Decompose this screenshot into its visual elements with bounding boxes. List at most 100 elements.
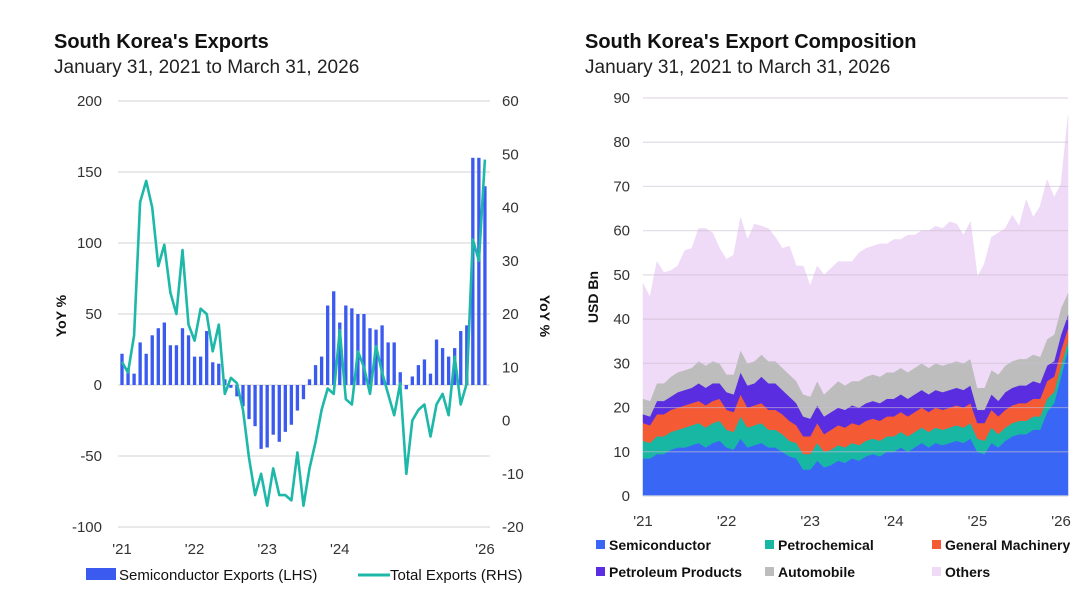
bar-semiconductor <box>380 325 384 385</box>
bar-semiconductor <box>410 376 415 385</box>
x-tick: '24 <box>330 541 350 558</box>
y-tick: 50 <box>613 267 630 284</box>
x-tick: '22 <box>185 541 205 558</box>
bar-semiconductor <box>144 353 148 385</box>
left-chart-subtitle: January 31, 2021 to March 31, 2026 <box>54 57 360 78</box>
bar-semiconductor <box>132 373 136 385</box>
legend-swatch-others <box>932 567 941 576</box>
bar-semiconductor <box>471 157 475 385</box>
y-tick: 10 <box>613 444 630 461</box>
y-axis-label: USD Bn <box>585 271 601 323</box>
y-tick: 40 <box>613 311 630 328</box>
legend-swatch-petroleum-products <box>596 567 605 576</box>
bar-semiconductor <box>168 345 173 385</box>
legend-label-petroleum-products: Petroleum Products <box>609 564 742 580</box>
left-chart-title: South Korea's Exports <box>54 31 269 53</box>
bar-semiconductor <box>301 385 306 400</box>
bar-semiconductor <box>259 385 263 449</box>
x-tick: '22 <box>717 513 737 530</box>
bar-semiconductor <box>295 385 300 411</box>
bar-semiconductor <box>313 365 318 385</box>
y-tick-right: 60 <box>502 93 519 110</box>
bar-semiconductor <box>289 385 294 425</box>
x-tick: '24 <box>884 513 904 530</box>
y-axis-label-left: YoY % <box>53 294 69 337</box>
y-tick-left: 200 <box>77 93 102 110</box>
y-tick-left: 50 <box>85 306 102 323</box>
bar-semiconductor <box>362 314 366 385</box>
legend-label-others: Others <box>945 564 990 580</box>
bar-semiconductor <box>253 385 257 427</box>
x-tick: '23 <box>800 513 820 530</box>
legend-swatch-semiconductor <box>596 540 605 549</box>
y-tick-right: 40 <box>502 200 519 217</box>
bar-semiconductor <box>398 372 402 385</box>
bar-semiconductor <box>186 335 191 385</box>
y-tick-right: 20 <box>502 306 519 323</box>
legend-swatch-petrochemical <box>765 540 774 549</box>
bar-semiconductor <box>120 353 124 385</box>
legend-label-total-exports: Total Exports (RHS) <box>390 567 523 584</box>
y-tick-left: 100 <box>77 235 102 252</box>
y-tick-left: 150 <box>77 164 102 181</box>
bar-semiconductor <box>332 291 336 385</box>
y-tick-right: 50 <box>502 146 519 163</box>
y-tick-left: -100 <box>72 519 102 536</box>
bar-semiconductor <box>198 356 203 385</box>
bar-semiconductor <box>319 356 324 385</box>
bar-semiconductor <box>211 362 215 385</box>
legend-swatch-semiconductor-exports <box>86 568 116 580</box>
bar-semiconductor <box>368 328 372 385</box>
bar-semiconductor <box>392 342 396 385</box>
y-tick: 80 <box>613 134 630 151</box>
x-tick: '21 <box>112 541 132 558</box>
y-tick: 0 <box>622 488 630 505</box>
y-tick: 20 <box>613 400 630 417</box>
bar-semiconductor <box>283 385 287 432</box>
right-chart: 90 80 70 60 50 40 30 20 10 0 USD Bn '21 '22 '23 '24 '25… <box>585 90 1071 580</box>
x-tick: '26 <box>1051 513 1071 530</box>
bar-semiconductor <box>247 385 251 420</box>
bar-semiconductor <box>150 335 154 385</box>
bar-semiconductor <box>180 328 185 385</box>
right-chart-subtitle: January 31, 2021 to March 31, 2026 <box>585 57 891 78</box>
bar-semiconductor <box>386 342 390 385</box>
legend-label-automobile: Automobile <box>778 564 855 580</box>
y-tick: 30 <box>613 355 630 372</box>
bar-semiconductor <box>192 356 197 385</box>
bar-semiconductor <box>350 308 354 385</box>
bar-semiconductor <box>265 385 269 448</box>
bar-semiconductor <box>271 385 275 435</box>
legend-label-petrochemical: Petrochemical <box>778 537 874 553</box>
x-tick: '26 <box>475 541 495 558</box>
y-tick: 60 <box>613 223 630 240</box>
y-tick: 90 <box>613 90 630 107</box>
area-others <box>642 115 1069 402</box>
bar-semiconductor <box>422 359 427 385</box>
bar-semiconductor <box>483 186 487 385</box>
legend-label-semiconductor: Semiconductor <box>609 537 711 553</box>
right-chart-title: South Korea's Export Composition <box>585 31 917 53</box>
legend-swatch-general-machinery <box>932 540 941 549</box>
bar-semiconductor <box>156 328 160 385</box>
bar-semiconductor <box>229 385 233 388</box>
bar-semiconductor <box>138 342 142 385</box>
bar-semiconductor <box>459 331 463 385</box>
bar-semiconductor <box>416 365 421 385</box>
bar-semiconductor <box>434 339 439 385</box>
bar-semiconductor <box>338 322 342 385</box>
y-tick-left: 0 <box>94 377 102 394</box>
line-total-exports <box>120 159 487 508</box>
legend-label-semiconductor-exports: Semiconductor Exports (LHS) <box>119 567 317 584</box>
legend-label-general-machinery: General Machinery <box>945 537 1070 553</box>
bar-semiconductor <box>126 367 130 385</box>
bar-semiconductor <box>241 385 245 407</box>
bar-semiconductor <box>325 305 330 385</box>
left-chart: 200150100500-50-1006050403020100-10-20Yo… <box>53 93 553 584</box>
bar-semiconductor <box>477 157 481 385</box>
bar-semiconductor <box>356 314 360 385</box>
bar-semiconductor <box>235 385 239 397</box>
bar-semiconductor <box>440 348 445 385</box>
bar-semiconductor <box>428 373 433 385</box>
